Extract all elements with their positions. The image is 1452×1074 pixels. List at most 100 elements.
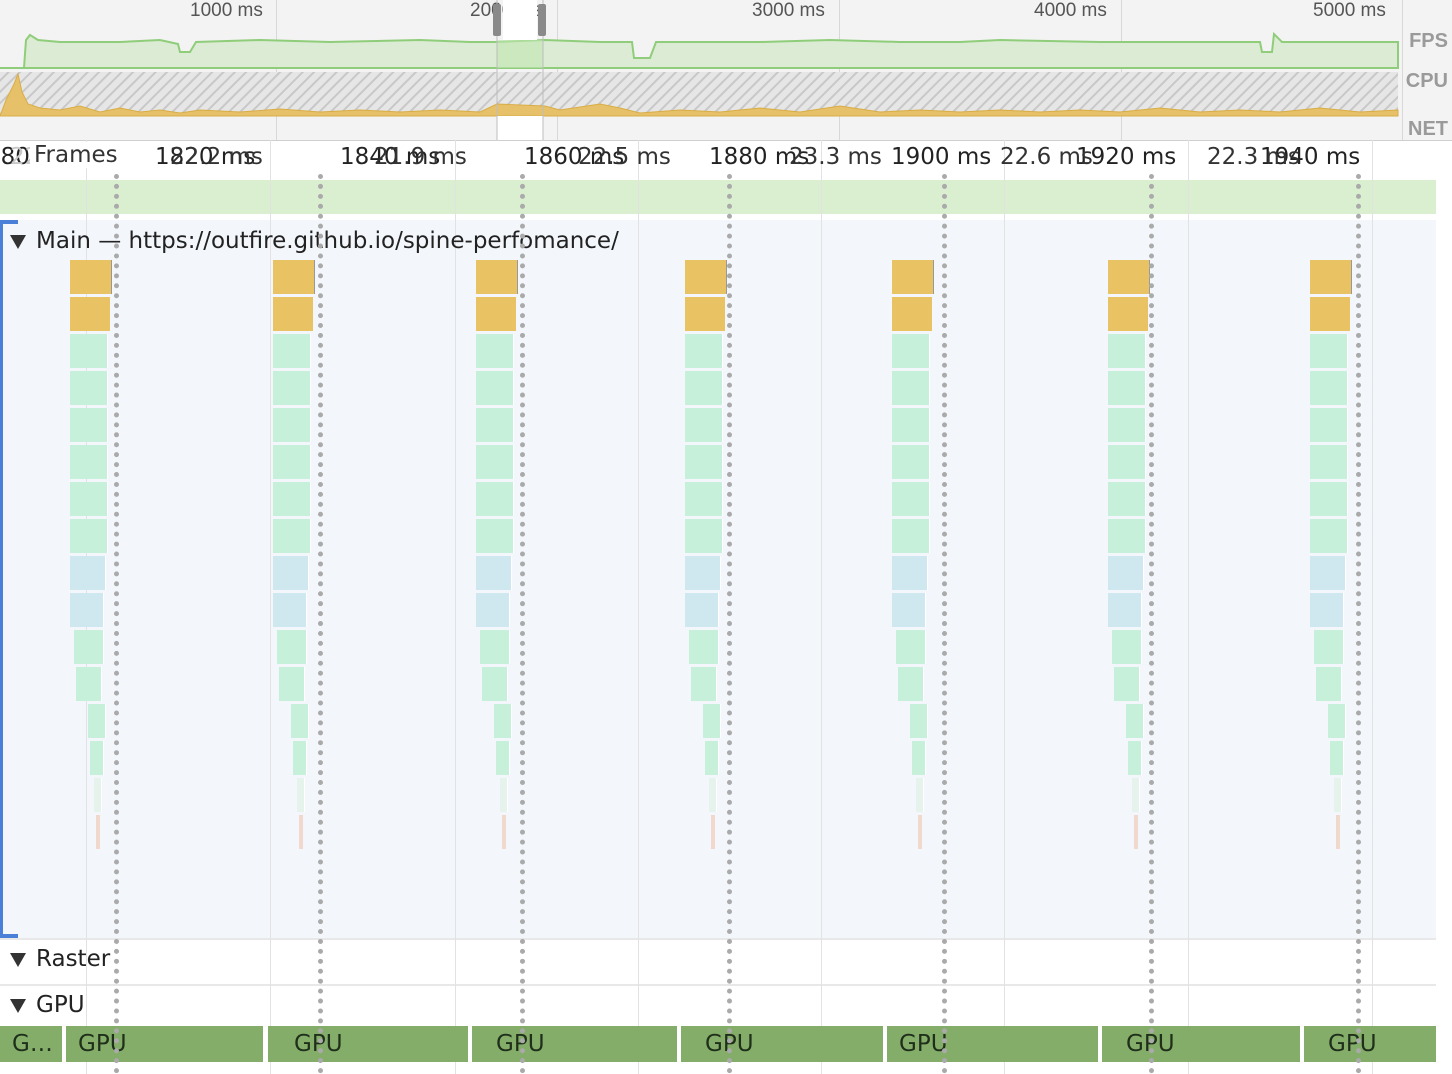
flame-block[interactable] [277, 630, 307, 664]
selection-handle-right[interactable] [538, 4, 546, 36]
flame-block[interactable] [1310, 408, 1348, 442]
flame-block[interactable] [1134, 815, 1138, 849]
frame-duration[interactable]: 22.2 ms [170, 144, 263, 170]
flame-block[interactable] [70, 593, 104, 627]
flame-chart[interactable]: 1800 ms 1820 ms 1840 ms 1860 ms 1880 ms … [0, 140, 1452, 1074]
frames-track-title[interactable]: Frames [30, 142, 122, 168]
flame-block[interactable] [293, 741, 307, 775]
flame-block[interactable] [96, 815, 100, 849]
flame-block[interactable] [1108, 593, 1142, 627]
flame-block[interactable] [691, 667, 717, 701]
flame-block[interactable] [892, 593, 926, 627]
flame-block[interactable] [480, 630, 510, 664]
flame-block[interactable] [273, 482, 311, 516]
gpu-task-block[interactable]: GPU [1304, 1026, 1436, 1062]
flame-block[interactable] [70, 482, 108, 516]
flame-block[interactable] [88, 704, 106, 738]
flame-block[interactable] [476, 260, 518, 294]
flame-block[interactable] [476, 556, 512, 590]
flame-block[interactable] [898, 667, 924, 701]
flame-block[interactable] [70, 371, 108, 405]
selection-handle-left[interactable] [493, 4, 501, 36]
flame-block[interactable] [1316, 667, 1342, 701]
flame-block[interactable] [1310, 556, 1346, 590]
flame-block[interactable] [896, 630, 926, 664]
flame-block[interactable] [685, 593, 719, 627]
flame-block[interactable] [1108, 519, 1146, 553]
flame-block[interactable] [273, 260, 315, 294]
flame-block[interactable] [70, 408, 108, 442]
flame-block[interactable] [500, 778, 508, 812]
flame-block[interactable] [94, 778, 102, 812]
flame-block[interactable] [273, 334, 311, 368]
flame-block[interactable] [1310, 445, 1348, 479]
flame-block[interactable] [70, 260, 112, 294]
flame-block[interactable] [76, 667, 102, 701]
flame-block[interactable] [1314, 630, 1344, 664]
flame-block[interactable] [685, 519, 723, 553]
flame-block[interactable] [685, 260, 727, 294]
flame-block[interactable] [709, 778, 717, 812]
flame-block[interactable] [476, 371, 514, 405]
gpu-task-block[interactable]: GPU [472, 1026, 677, 1062]
flame-block[interactable] [711, 815, 715, 849]
frame-duration[interactable]: 22.6 ms [1000, 144, 1093, 170]
timeline-overview[interactable]: 1000 ms 2000 ms 3000 ms 4000 ms 5000 ms … [0, 0, 1452, 141]
flame-block[interactable] [476, 408, 514, 442]
flame-block[interactable] [273, 556, 309, 590]
flame-block[interactable] [273, 297, 313, 331]
flame-block[interactable] [1128, 741, 1142, 775]
raster-track-header[interactable]: Raster [10, 946, 110, 972]
flame-block[interactable] [70, 334, 108, 368]
flame-block[interactable] [476, 297, 516, 331]
expand-triangle-icon[interactable] [10, 998, 26, 1013]
flame-block[interactable] [916, 778, 924, 812]
flame-block[interactable] [685, 334, 723, 368]
flame-block[interactable] [1310, 297, 1350, 331]
flame-block[interactable] [291, 704, 309, 738]
gpu-track-header[interactable]: GPU [10, 992, 85, 1018]
flame-block[interactable] [273, 408, 311, 442]
frame-duration[interactable]: 22.3 ms [1207, 144, 1300, 170]
flame-block[interactable] [1108, 482, 1146, 516]
flame-block[interactable] [1310, 334, 1348, 368]
flame-block[interactable] [1336, 815, 1340, 849]
flame-block[interactable] [892, 556, 928, 590]
main-track-header[interactable]: Main — https://outfire.github.io/spine-p… [10, 228, 619, 254]
flame-block[interactable] [273, 519, 311, 553]
flame-block[interactable] [689, 630, 719, 664]
gpu-task-block[interactable]: GPU [66, 1026, 263, 1062]
flame-block[interactable] [70, 445, 108, 479]
flame-block[interactable] [1108, 445, 1146, 479]
gpu-task-block[interactable]: GPU [681, 1026, 883, 1062]
flame-block[interactable] [273, 371, 311, 405]
flame-block[interactable] [1108, 297, 1148, 331]
frame-duration[interactable]: 23.3 ms [789, 144, 882, 170]
flame-block[interactable] [1310, 482, 1348, 516]
flame-block[interactable] [299, 815, 303, 849]
flame-block[interactable] [502, 815, 506, 849]
flame-block[interactable] [476, 519, 514, 553]
flame-block[interactable] [494, 704, 512, 738]
flame-block[interactable] [1108, 408, 1146, 442]
frame-duration[interactable]: 22.5 ms [578, 144, 671, 170]
flame-block[interactable] [297, 778, 305, 812]
flame-block[interactable] [273, 445, 311, 479]
flame-block[interactable] [892, 408, 930, 442]
flame-block[interactable] [74, 630, 104, 664]
flame-block[interactable] [1132, 778, 1140, 812]
flame-block[interactable] [1310, 371, 1348, 405]
gpu-task-block[interactable]: GPU [268, 1026, 468, 1062]
flame-block[interactable] [70, 556, 106, 590]
flame-block[interactable] [273, 593, 307, 627]
flame-block[interactable] [918, 815, 922, 849]
gpu-task-block[interactable]: G… [0, 1026, 62, 1062]
flame-block[interactable] [685, 445, 723, 479]
flame-block[interactable] [892, 371, 930, 405]
frame-duration[interactable]: 21.9 ms [374, 144, 467, 170]
flame-block[interactable] [1108, 260, 1150, 294]
frames-track[interactable] [0, 180, 1436, 214]
flame-block[interactable] [279, 667, 305, 701]
expand-triangle-icon[interactable] [10, 952, 26, 967]
flame-block[interactable] [912, 741, 926, 775]
